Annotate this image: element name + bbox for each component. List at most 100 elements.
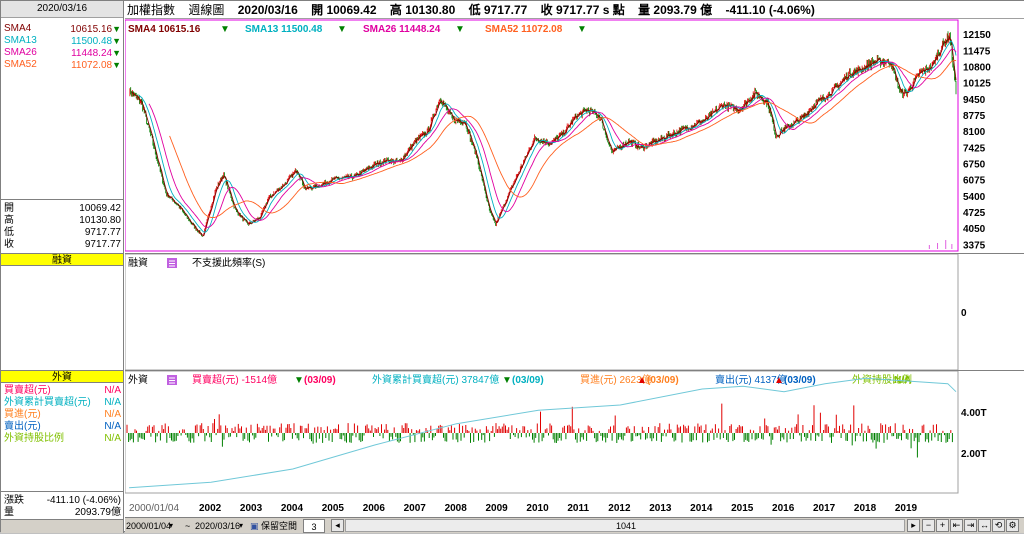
x-tick-label: 2002 xyxy=(199,503,222,514)
margin-message: 不支援此頻率(S) xyxy=(192,256,265,269)
foreign-value: N/A xyxy=(104,433,121,444)
margin-panel[interactable]: 融資 不支援此頻率(S) 0 xyxy=(124,253,1024,371)
divider xyxy=(1,491,123,492)
sma-value: 11500.48▼ xyxy=(71,36,121,47)
price-legend-item: SMA4 10615.16 xyxy=(128,24,201,35)
sma-line-4 xyxy=(131,36,957,236)
foreign-label: 買賣超(元) xyxy=(4,385,51,396)
volume-value: 2093.79億 xyxy=(74,507,121,518)
y-tick-label: 10800 xyxy=(963,63,991,74)
foreign-legend-item: 買進(元) 2623億 xyxy=(580,373,652,386)
down-arrow-icon: ▼ xyxy=(220,24,230,35)
foreign-row: 買賣超(元) N/A xyxy=(4,385,121,397)
y-tick-label: 4050 xyxy=(963,224,986,235)
sma-row-sma4: SMA4 10615.16▼ xyxy=(4,23,121,35)
x-tick-label: 2004 xyxy=(281,503,304,514)
ohlc-label: 開 xyxy=(4,203,14,214)
foreign-panel[interactable]: 外資 買賣超(元) -1514億 ▼ (03/09) 外資累計買賣超(元) 37847億… xyxy=(124,370,1024,517)
foreign-value: N/A xyxy=(104,397,121,408)
ohlc-label: 收 xyxy=(4,239,14,250)
zoom-in-icon[interactable]: + xyxy=(936,519,949,532)
foreign-label: 買進(元) xyxy=(4,409,41,420)
chart-period[interactable]: 週線圖 xyxy=(188,3,225,17)
y-tick-label: 5400 xyxy=(963,192,986,203)
fit-icon[interactable]: ↔ xyxy=(978,519,991,532)
price-legend-item: SMA13 11500.48 xyxy=(245,24,323,35)
foreign-label: 外資累計買賣超(元) xyxy=(4,397,91,408)
y-tick-label: 6750 xyxy=(963,160,986,171)
info-date: 2020/03/16 xyxy=(1,1,123,18)
settings-icon[interactable]: ⚙ xyxy=(1006,519,1019,532)
y-tick-label: 12150 xyxy=(963,30,991,41)
quote-volume: 量 2093.79 億 xyxy=(638,3,713,17)
x-tick-label: 2003 xyxy=(240,503,263,514)
sma-label: SMA26 xyxy=(4,47,37,58)
price-plot-area xyxy=(124,19,959,252)
down-arrow-icon: ▼ xyxy=(337,24,347,35)
keep-space-label: 保留空間 xyxy=(261,521,298,531)
y-tick-label: 4725 xyxy=(963,208,986,219)
x-tick-label: 2017 xyxy=(813,503,836,514)
x-tick-label: 2019 xyxy=(895,503,918,514)
keep-space-input[interactable]: 3 xyxy=(303,519,325,533)
range-separator: ~ xyxy=(185,521,191,531)
foreign-row: 外資持股比例 N/A xyxy=(4,433,121,445)
y-tick-label: 9450 xyxy=(963,95,986,106)
quote-open: 開 10069.42 xyxy=(311,3,377,17)
start-date[interactable]: 2000/01/04 xyxy=(126,521,172,531)
list-icon[interactable] xyxy=(167,258,177,268)
sma-label: SMA13 xyxy=(4,35,37,46)
foreign-chart: 外資 買賣超(元) -1514億 ▼ (03/09) 外資累計買賣超(元) 37847億… xyxy=(124,370,987,514)
ohlc-value: 9717.77 xyxy=(84,227,121,238)
ohlc-row: 開 10069.42 xyxy=(4,203,121,215)
scroll-right-icon[interactable]: ▸ xyxy=(907,519,920,532)
bar-count: 1041 xyxy=(616,521,637,531)
cumulative-net-line xyxy=(129,377,957,489)
y-tick-label: 6075 xyxy=(963,176,986,187)
scroll-left-icon[interactable]: ◂ xyxy=(331,519,344,532)
reset-icon[interactable]: ⟲ xyxy=(992,519,1005,532)
price-chart-panel[interactable]: 12150 11475 10800 10125 9450 8775 8100 7425 6750… xyxy=(124,19,1024,253)
ohlc-row: 收 9717.77 xyxy=(4,239,121,251)
down-arrow-icon: ▼ xyxy=(577,24,587,35)
x-tick-label: 2010 xyxy=(526,503,549,514)
x-tick-label: 2000/01/04 xyxy=(129,503,179,514)
x-tick-label: 2015 xyxy=(731,503,754,514)
volume-label: 量 xyxy=(4,507,14,518)
foreign-header[interactable]: 外資 xyxy=(1,370,123,383)
foreign-legend-date: (03/09) xyxy=(647,375,679,386)
ohlc-label: 低 xyxy=(4,227,14,238)
y-tick-label: 10125 xyxy=(963,79,991,90)
sma-row-sma13: SMA13 11500.48▼ xyxy=(4,35,121,47)
start-date-dropdown-icon[interactable]: ▾ xyxy=(169,521,174,530)
index-name: 加權指數 xyxy=(127,3,176,17)
shrink-icon[interactable]: ⇤ xyxy=(950,519,963,532)
x-tick-label: 2006 xyxy=(363,503,386,514)
ohlc-row: 低 9717.77 xyxy=(4,227,121,239)
margin-header[interactable]: 融資 xyxy=(1,253,123,266)
end-date-dropdown-icon[interactable]: ▾ xyxy=(239,521,244,530)
end-date[interactable]: 2020/03/16 xyxy=(195,521,241,531)
list-icon[interactable] xyxy=(167,375,177,385)
zoom-out-icon[interactable]: − xyxy=(922,519,935,532)
foreign-value: N/A xyxy=(104,385,121,396)
sma-value: 10615.16▼ xyxy=(70,24,121,35)
foreign-legend-item: 買賣超(元) -1514億 xyxy=(192,373,277,386)
down-arrow-icon: ▼ xyxy=(112,48,121,58)
x-tick-label: 2009 xyxy=(485,503,508,514)
expand-icon[interactable]: ⇥ xyxy=(964,519,977,532)
quote-bar: 加權指數 週線圖 2020/03/16 開 10069.42 高 10130.8… xyxy=(125,1,1024,19)
x-tick-label: 2014 xyxy=(690,503,713,514)
down-arrow-icon: ▼ xyxy=(112,24,121,34)
foreign-legend-date: (03/09) xyxy=(304,375,336,386)
x-tick-label: 2005 xyxy=(322,503,345,514)
y-tick-label: 11475 xyxy=(963,46,991,57)
foreign-legend-item: 外資累計買賣超(元) 37847億 xyxy=(372,373,499,386)
time-scrollbar[interactable]: 1041 xyxy=(345,519,905,532)
foreign-row: 外資累計買賣超(元) N/A xyxy=(4,397,121,409)
sma-row-sma52: SMA52 11072.08▼ xyxy=(4,59,121,71)
keep-space-icon[interactable]: ▣ xyxy=(250,521,259,531)
foreign-axis-label: 4.00T xyxy=(961,408,987,419)
sma-label: SMA4 xyxy=(4,23,32,34)
foreign-value: N/A xyxy=(104,421,121,432)
